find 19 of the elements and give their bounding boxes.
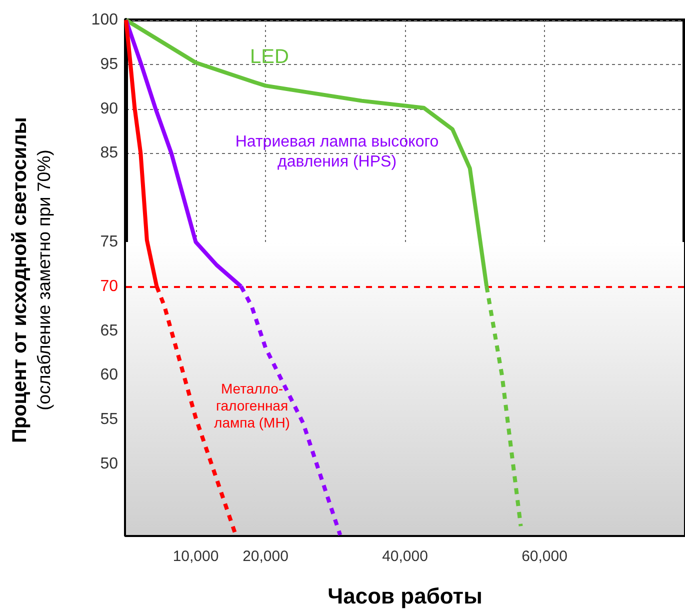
series-label: LED [250,46,289,68]
y-tick-label: 60 [100,366,118,384]
y-tick-label: 100 [91,12,118,28]
x-tick-label: 40,000 [382,548,428,565]
y-tick-label: 70 [100,278,118,295]
y-axis-title: Процент от исходной светосилы (ослабление заметно при 70%) [9,116,54,444]
x-tick-label: 20,000 [242,548,288,565]
y-tick-label: 50 [100,455,118,472]
y-tick-label: 90 [100,100,118,118]
y-tick-label: 75 [100,233,118,250]
x-tick-label: 10,000 [172,548,219,565]
y-tick-label: 65 [100,322,118,340]
x-tick-label: 60,000 [522,548,568,565]
y-tick-label: 55 [100,411,118,428]
y-tick-label: 95 [100,56,118,73]
x-axis-title: Часов работы [328,584,482,608]
text: Металло-галогенная лампа (MH) [214,380,290,430]
y-tick-label: 85 [100,144,118,162]
text: Натриевая лампа высокого давления (HPS) [235,134,439,170]
